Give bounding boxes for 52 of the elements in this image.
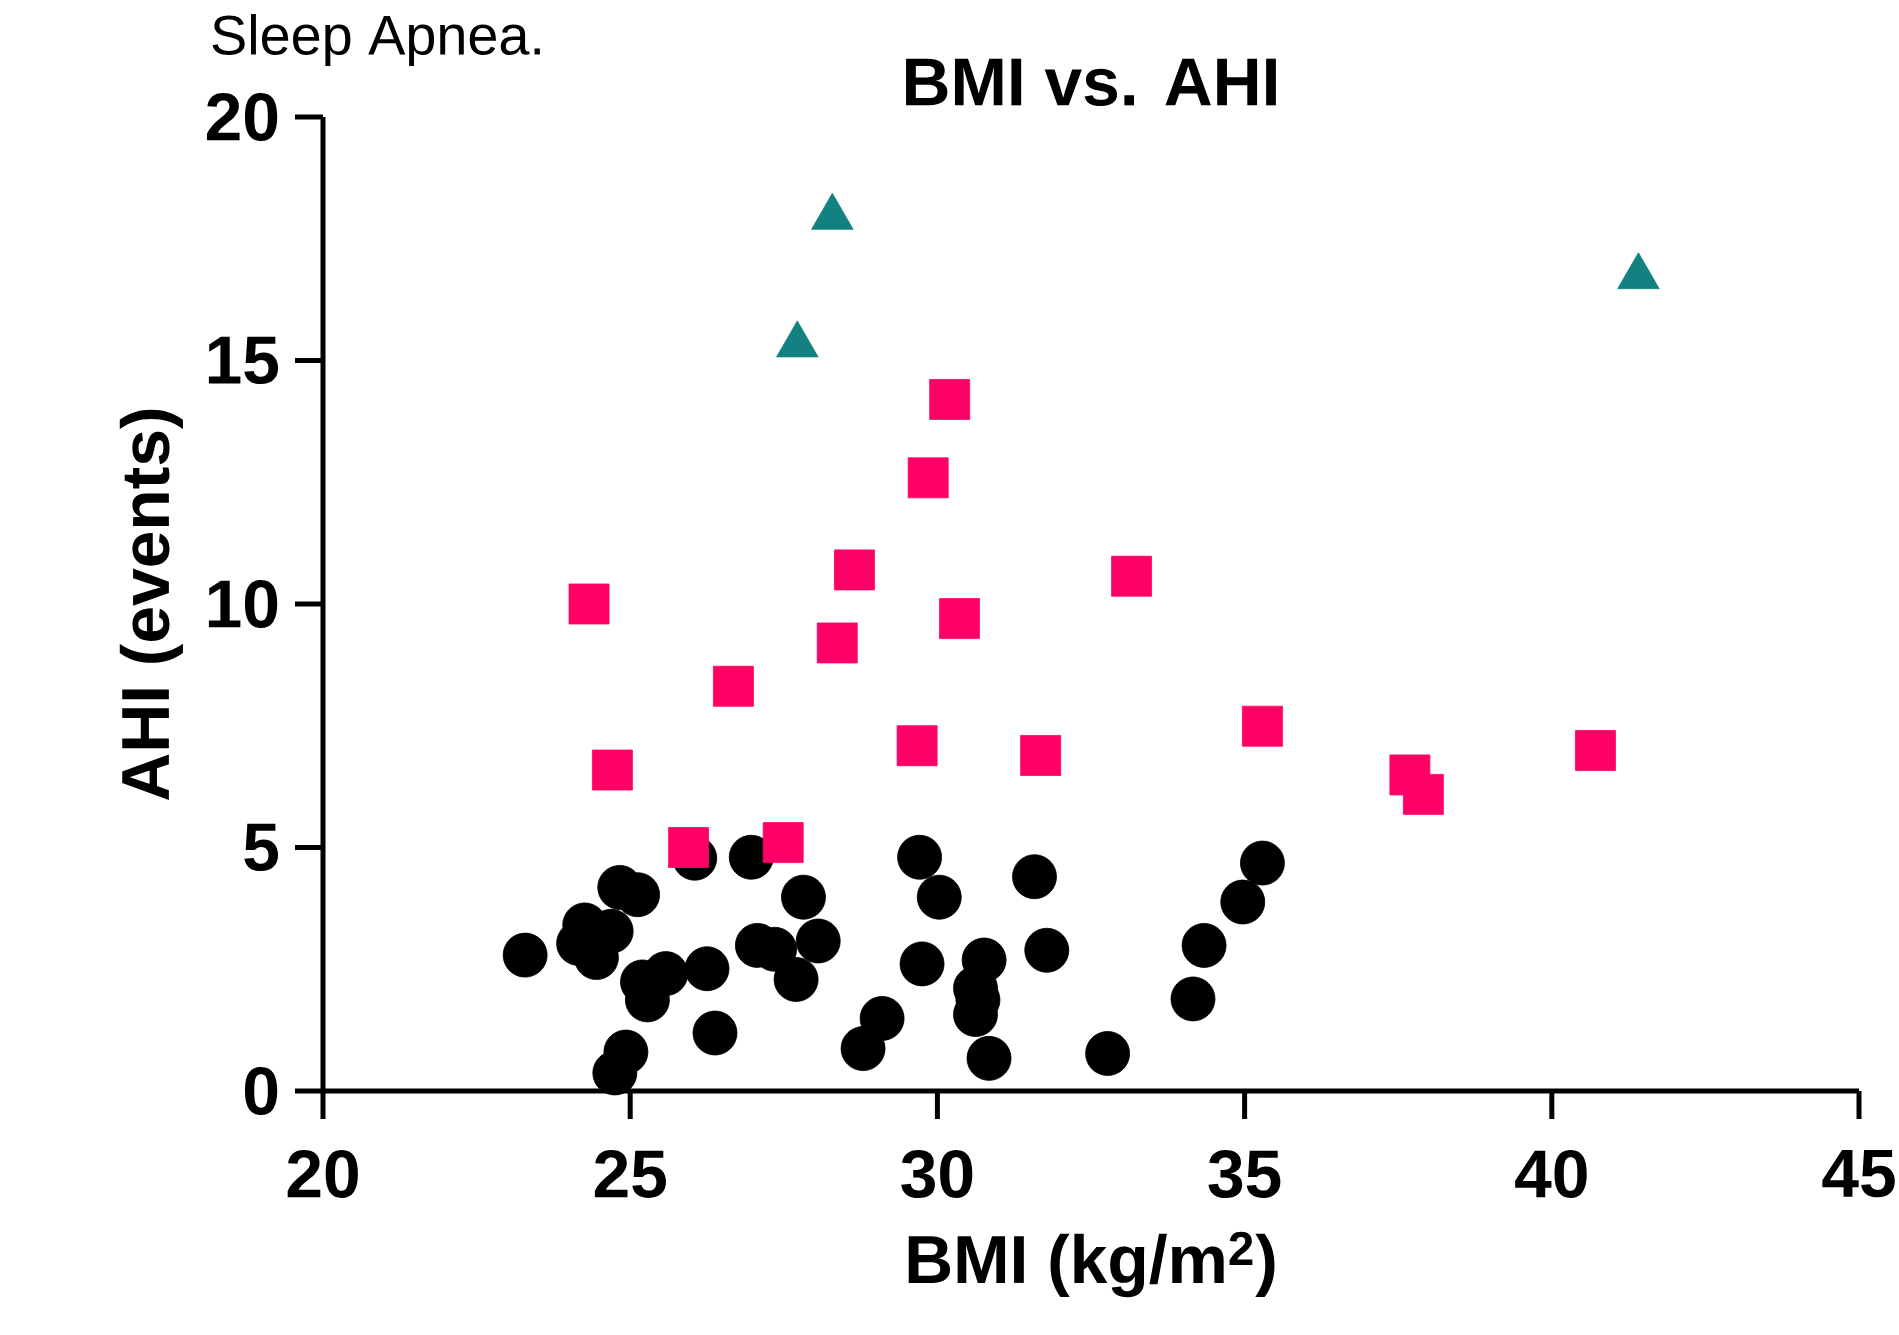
x-tick-label: 40 — [1515, 1150, 1587, 1198]
x-tick-label: 35 — [1208, 1150, 1281, 1199]
point — [939, 598, 980, 639]
point — [502, 932, 548, 978]
point — [840, 1026, 886, 1072]
x-tick-label: 25 — [594, 1150, 666, 1198]
point — [916, 874, 962, 920]
x-tick-label: 20 — [287, 1150, 358, 1198]
point — [896, 725, 938, 767]
point — [1240, 840, 1285, 886]
point — [781, 874, 826, 920]
point — [816, 622, 858, 664]
point — [568, 583, 610, 625]
point — [1170, 976, 1216, 1022]
point — [859, 996, 905, 1041]
y-tick-label: 15 — [208, 336, 279, 385]
text: Sleep Apnea. — [212, 14, 540, 67]
point — [762, 822, 804, 864]
point — [929, 379, 971, 420]
point — [1403, 774, 1444, 815]
point — [899, 941, 945, 987]
point — [795, 918, 841, 964]
y-tick-label: 5 — [244, 823, 279, 872]
point — [668, 827, 709, 868]
point — [1181, 922, 1227, 968]
point — [1111, 555, 1152, 597]
point — [834, 549, 875, 591]
x-tick-label: 45 — [1822, 1150, 1895, 1198]
x-axis-title: BMI (kg/m$^{2}$) — [908, 1231, 1275, 1298]
point — [961, 937, 1007, 983]
y-axis-title: AHI (events) — [119, 409, 183, 800]
point — [1220, 879, 1266, 925]
point — [1020, 735, 1062, 776]
point — [897, 834, 942, 880]
point — [1575, 730, 1616, 771]
y-tick-label: 20 — [206, 92, 278, 141]
point — [1085, 1031, 1130, 1076]
point — [1242, 705, 1283, 747]
point — [591, 749, 633, 791]
point — [966, 1035, 1012, 1081]
point — [1012, 854, 1057, 900]
y-tick-label: 0 — [244, 1067, 278, 1115]
point — [713, 665, 754, 707]
point — [692, 1010, 738, 1056]
point — [773, 957, 819, 1002]
point — [684, 946, 730, 992]
x-tick-label: 30 — [901, 1150, 973, 1199]
point — [907, 457, 949, 499]
chart-title: BMI vs. AHI — [906, 58, 1276, 106]
point — [1024, 927, 1070, 973]
point — [603, 1029, 649, 1075]
y-tick-label: 10 — [208, 579, 278, 628]
